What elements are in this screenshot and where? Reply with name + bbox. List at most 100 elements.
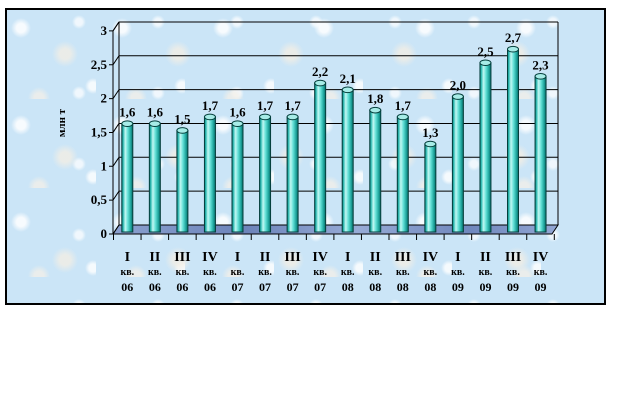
x-tick-quarter: I: [125, 250, 130, 265]
bar-top-face: [148, 120, 161, 127]
x-tick-year: 07: [232, 280, 244, 294]
bar-value-label: 2,5: [477, 44, 494, 59]
y-tick-mark: [109, 89, 120, 100]
x-tick-quarter: I: [345, 250, 350, 265]
bar-top-face: [259, 113, 272, 121]
bar-value-label: 1,3: [422, 125, 439, 140]
x-tick-kv: кв.: [313, 267, 327, 278]
y-axis-title: млн т: [56, 108, 68, 137]
bar-top-face: [451, 93, 464, 100]
x-tick-kv: кв.: [120, 267, 134, 278]
x-tick-kv: кв.: [341, 267, 355, 278]
x-tick-kv: кв.: [203, 267, 217, 278]
bar: [259, 116, 272, 233]
y-tick-mark: [109, 190, 120, 201]
x-tick-quarter: IV: [202, 250, 218, 265]
x-tick-quarter: III: [505, 250, 521, 265]
bar-value-label: 2,3: [532, 57, 549, 72]
bar-value-label: 1,7: [257, 98, 274, 113]
x-tick-year: 07: [259, 280, 271, 294]
x-tick-kv: кв.: [451, 267, 465, 278]
y-tick-mark: [109, 21, 120, 32]
x-tick-kv: кв.: [231, 267, 245, 278]
x-tick-kv: кв.: [506, 267, 520, 278]
bar: [424, 143, 437, 233]
bar-top-face: [121, 120, 134, 127]
bar-value-label: 1,8: [367, 91, 384, 106]
bar-chart: 00,511,522,531,6Iкв.061,6IIкв.061,5IIIкв…: [56, 21, 559, 294]
y-tick-mark: [109, 55, 120, 66]
bar-top-face: [203, 113, 216, 121]
bar: [479, 62, 492, 233]
x-tick-kv: кв.: [176, 267, 190, 278]
bar: [534, 75, 547, 233]
bar-value-label: 1,7: [395, 98, 412, 113]
y-tick-mark: [109, 123, 120, 133]
y-tick-mark: [109, 157, 120, 167]
x-tick-kv: кв.: [286, 267, 300, 278]
bar: [396, 116, 409, 233]
bar: [451, 96, 464, 233]
bar: [121, 123, 134, 233]
bar-value-label: 1,7: [284, 98, 301, 113]
x-tick-year: 08: [397, 280, 409, 294]
bar: [148, 123, 161, 233]
x-tick-quarter: I: [455, 250, 460, 265]
y-tick-label: 0,5: [91, 192, 108, 207]
bar: [507, 48, 519, 233]
y-tick-label: 1: [101, 158, 108, 173]
bar-value-label: 1,7: [202, 98, 219, 113]
bar-value-label: 2,0: [450, 78, 466, 93]
bar-value-label: 2,1: [340, 71, 356, 86]
x-tick-kv: кв.: [479, 267, 493, 278]
bar-top-face: [396, 113, 409, 121]
bar-top-face: [534, 72, 547, 80]
x-tick-year: 06: [176, 280, 188, 294]
bar-top-face: [341, 86, 354, 94]
bar-top-face: [479, 59, 492, 67]
y-tick-label: 3: [101, 23, 108, 38]
bar-top-face: [286, 113, 299, 121]
y-tick-label: 0: [101, 226, 108, 241]
x-tick-quarter: III: [395, 250, 411, 265]
x-tick-year: 06: [121, 280, 133, 294]
bar-value-label: 2,7: [505, 30, 522, 45]
x-tick-kv: кв.: [396, 267, 410, 278]
x-tick-quarter: II: [149, 250, 160, 265]
bar-top-face: [314, 79, 327, 87]
bar: [231, 123, 244, 233]
x-tick-year: 09: [507, 280, 519, 294]
x-tick-quarter: I: [235, 250, 240, 265]
x-tick-year: 09: [535, 280, 547, 294]
bar-top-face: [424, 140, 437, 148]
bar: [176, 129, 189, 233]
x-tick-quarter: IV: [312, 250, 328, 265]
x-tick-quarter: III: [284, 250, 300, 265]
x-tick-quarter: IV: [423, 250, 439, 265]
x-tick-quarter: II: [480, 250, 491, 265]
bar: [369, 109, 382, 233]
x-tick-year: 06: [149, 280, 161, 294]
x-tick-kv: кв.: [258, 267, 272, 278]
x-tick-quarter: III: [174, 250, 190, 265]
x-tick-kv: кв.: [368, 267, 382, 278]
x-tick-year: 06: [204, 280, 216, 294]
bar: [314, 82, 327, 233]
x-tick-year: 08: [342, 280, 354, 294]
bar-top-face: [369, 106, 382, 114]
x-tick-kv: кв.: [424, 267, 438, 278]
bar: [203, 116, 216, 233]
bar-value-label: 1,6: [119, 105, 136, 120]
x-tick-year: 08: [424, 280, 436, 294]
x-tick-year: 09: [452, 280, 464, 294]
bar: [286, 116, 299, 233]
bar-value-label: 1,6: [147, 105, 164, 120]
bar-top-face: [176, 127, 189, 134]
bar-value-label: 1,6: [229, 105, 246, 120]
y-tick-label: 2,5: [91, 57, 108, 72]
bar-top-face: [507, 45, 519, 53]
x-tick-year: 07: [287, 280, 299, 294]
x-tick-quarter: II: [370, 250, 381, 265]
x-tick-kv: кв.: [148, 267, 162, 278]
